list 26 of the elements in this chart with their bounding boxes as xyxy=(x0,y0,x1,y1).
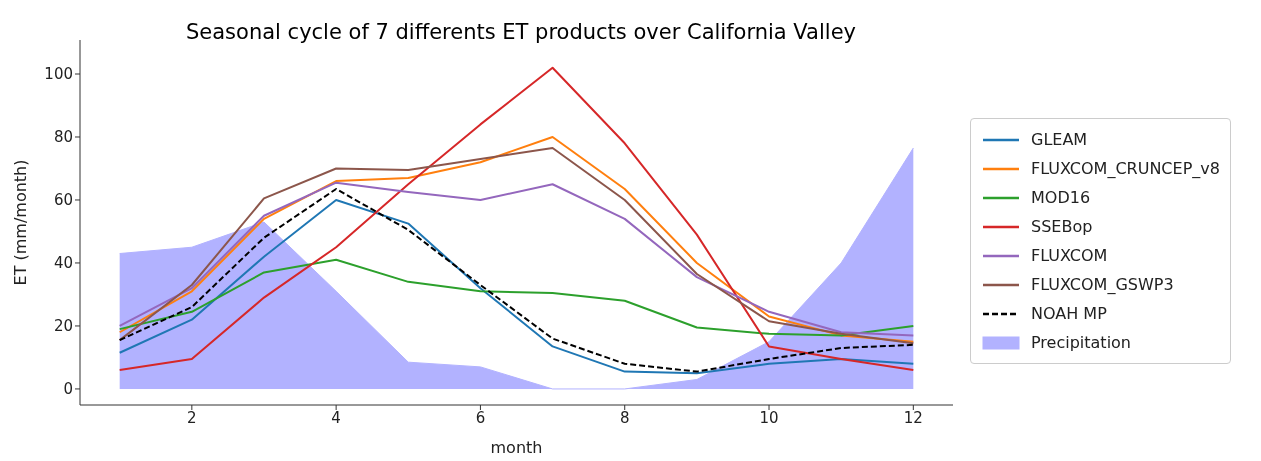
legend-label: FLUXCOM_CRUNCEP_v8 xyxy=(1031,159,1220,178)
chart-title: Seasonal cycle of 7 differents ET products over California Valley xyxy=(185,20,857,44)
legend-label: Precipitation xyxy=(1031,333,1132,352)
x-tick-label: 4 xyxy=(331,408,341,427)
y-axis-title: ET (mm/month) xyxy=(10,159,30,286)
legend-label: FLUXCOM_GSWP3 xyxy=(1031,275,1174,294)
legend-label: SSEBop xyxy=(1031,217,1093,236)
line-series xyxy=(118,258,915,337)
line-series xyxy=(118,181,915,337)
y-tick-label: 100 xyxy=(44,65,73,84)
legend-label: NOAH MP xyxy=(1031,304,1107,323)
legend-label: MOD16 xyxy=(1031,188,1091,207)
legend-label: GLEAM xyxy=(1031,130,1088,149)
x-tick-label: 8 xyxy=(619,408,630,427)
y-tick-label: 80 xyxy=(53,128,73,147)
x-axis-title: month xyxy=(490,438,543,457)
y-tick-label: 0 xyxy=(63,380,73,399)
x-tick-label: 2 xyxy=(187,408,197,427)
x-tick-label: 12 xyxy=(903,408,923,427)
y-tick-label: 60 xyxy=(53,191,73,210)
y-tick-label: 40 xyxy=(53,254,73,273)
line-series xyxy=(118,66,915,372)
x-tick-label: 10 xyxy=(759,408,779,427)
x-tick-label: 6 xyxy=(475,408,486,427)
y-tick-label: 20 xyxy=(53,317,73,336)
legend-label: FLUXCOM xyxy=(1031,246,1108,265)
